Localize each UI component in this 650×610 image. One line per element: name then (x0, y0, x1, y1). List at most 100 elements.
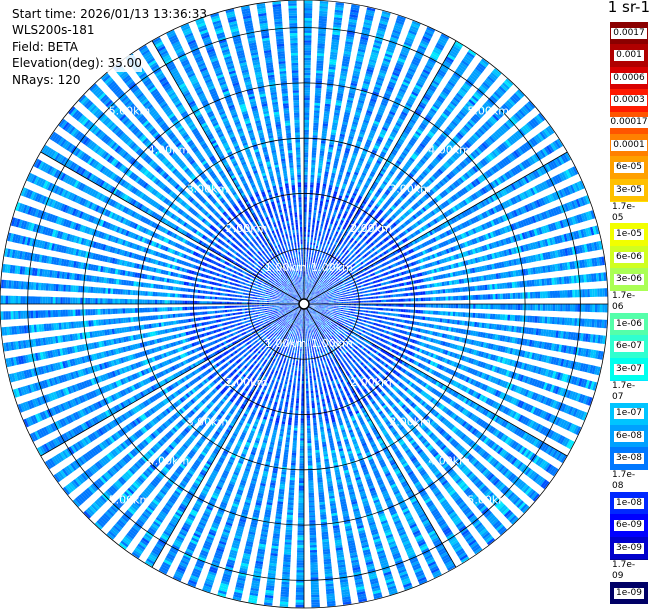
range-gate-cell (330, 289, 334, 292)
range-gate-cell (327, 74, 335, 78)
range-gate-cell (342, 293, 346, 295)
range-gate-cell (345, 308, 349, 310)
range-gate-cell (345, 320, 349, 323)
range-gate-cell (309, 202, 313, 205)
range-gate-cell (337, 143, 343, 147)
range-gate-cell (557, 290, 561, 298)
range-gate-cell (358, 285, 362, 288)
range-gate-cell (335, 296, 339, 299)
range-gate-cell (316, 60, 324, 64)
range-gate-cell (304, 10, 313, 14)
range-gate-cell (317, 43, 325, 47)
range-gate-cell (304, 112, 310, 115)
range-gate-cell (316, 302, 319, 303)
range-gate-cell (358, 46, 366, 51)
range-gate-cell (307, 236, 310, 240)
range-gate-cell (304, 226, 307, 230)
range-gate-cell (313, 281, 315, 284)
range-gate-cell (307, 287, 309, 290)
range-gate-cell (582, 304, 586, 312)
range-gate-cell (505, 293, 508, 300)
range-gate-cell (422, 316, 426, 321)
range-gate-cell (597, 288, 600, 297)
range-gate-cell (312, 142, 317, 146)
range-gate-cell (318, 23, 327, 27)
range-gate-cell (304, 172, 308, 175)
range-gate-cell (318, 307, 321, 309)
range-gate-cell (469, 286, 473, 292)
range-gate-cell (345, 287, 349, 290)
range-gate-cell (314, 107, 320, 111)
range-gate-cell (306, 284, 308, 287)
range-gate-cell (305, 284, 307, 287)
range-gate-cell (343, 51, 352, 55)
range-gate-cell (564, 317, 568, 326)
range-gate-cell (338, 300, 342, 302)
range-gate-cell (425, 304, 429, 308)
range-gate-cell (359, 41, 368, 46)
range-gate-cell (374, 37, 383, 42)
range-gate-cell (356, 107, 363, 111)
range-gate-cell (333, 298, 337, 301)
range-gate-cell (310, 272, 312, 275)
range-gate-cell (381, 299, 384, 303)
range-gate-cell (305, 281, 306, 285)
range-gate-cell (423, 297, 426, 302)
range-gate-cell (407, 292, 411, 296)
range-gate-cell (323, 211, 327, 215)
range-gate-cell (433, 304, 436, 308)
range-gate-cell (348, 299, 352, 301)
range-gate-cell (336, 314, 340, 317)
range-gate-cell (429, 317, 433, 322)
range-gate-cell (457, 312, 461, 317)
range-gate-cell (394, 318, 398, 322)
range-gate-cell (377, 315, 381, 319)
range-gate-cell (474, 285, 478, 291)
range-gate-cell (316, 182, 321, 186)
range-gate-cell (313, 273, 315, 276)
range-gate-cell (393, 299, 396, 302)
range-gate-cell (308, 224, 311, 228)
range-gate-cell (561, 317, 565, 325)
range-gate-cell (325, 96, 332, 100)
range-gate-cell (569, 289, 573, 298)
range-gate-cell (470, 304, 474, 309)
range-gate-cell (323, 309, 326, 311)
range-gate-cell (570, 304, 573, 312)
range-gate-cell (338, 309, 341, 311)
range-gate-cell (472, 312, 476, 318)
range-gate-cell (388, 294, 391, 298)
range-gate-cell (432, 290, 436, 295)
range-gate-cell (304, 132, 309, 135)
range-gate-cell (380, 282, 384, 286)
range-gate-cell (460, 295, 464, 301)
range-gate-cell (434, 283, 438, 287)
range-gate-cell (375, 34, 384, 40)
range-gate-cell (304, 239, 306, 242)
range-gate-cell (307, 241, 309, 245)
range-gate-cell (307, 284, 309, 288)
range-gate-cell (326, 307, 329, 309)
range-gate-cell (399, 288, 403, 292)
range-gate-cell (562, 290, 566, 298)
range-gate-cell (355, 295, 359, 298)
range-gate-cell (328, 71, 335, 75)
range-gate-cell (328, 146, 334, 150)
range-gate-cell (358, 318, 362, 322)
range-gate-cell (363, 310, 366, 313)
range-gate-cell (304, 95, 310, 98)
range-gate-cell (449, 319, 453, 324)
range-gate-cell (311, 252, 314, 256)
range-gate-cell (495, 293, 498, 300)
range-gate-cell (348, 21, 357, 26)
range-gate-cell (317, 40, 326, 44)
range-gate-cell (391, 284, 395, 288)
range-gate-cell (390, 313, 394, 316)
range-gate-cell (334, 314, 338, 316)
range-gate-cell (309, 269, 311, 273)
range-gate-cell (304, 42, 312, 46)
range-gate-cell (308, 212, 312, 215)
range-gate-cell (365, 14, 374, 19)
range-gate-cell (314, 263, 317, 266)
range-gate-cell (334, 112, 340, 116)
